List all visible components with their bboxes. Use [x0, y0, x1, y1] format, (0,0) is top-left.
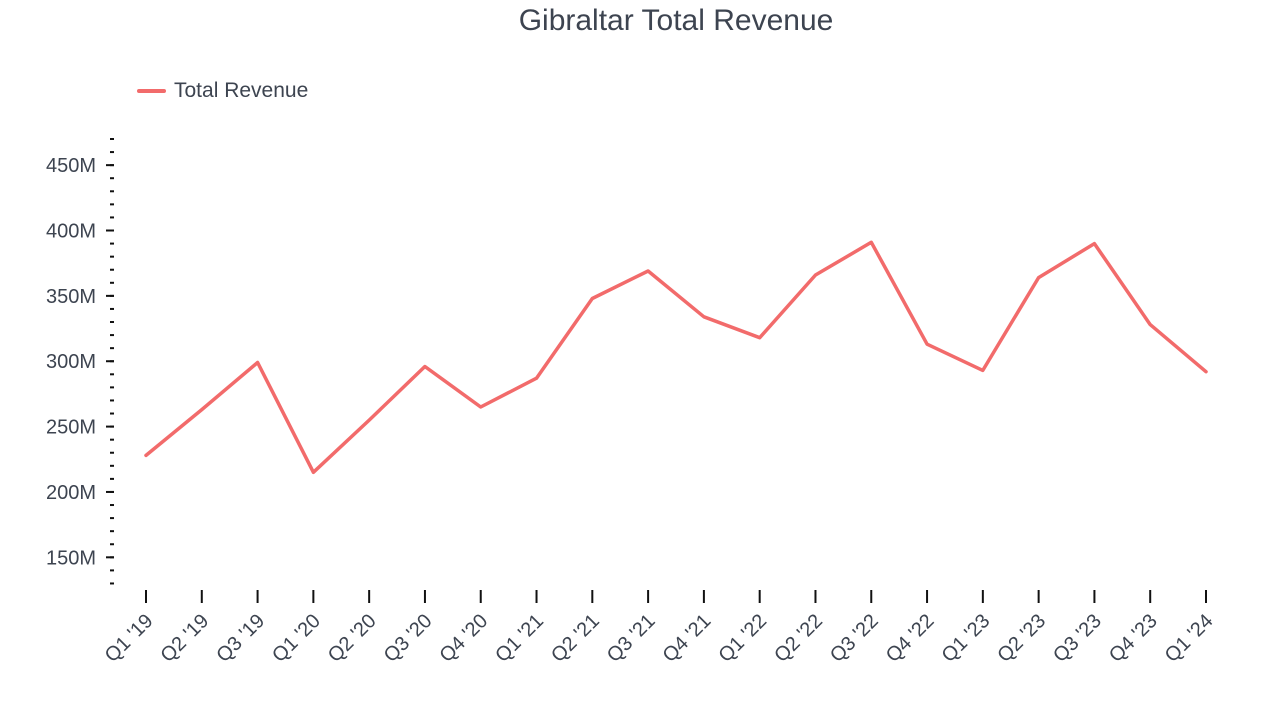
legend: Total Revenue: [137, 79, 308, 103]
x-tick-label: Q4 '23: [1105, 610, 1162, 667]
x-tick-label: Q4 '22: [882, 610, 939, 667]
y-tick-label: 200M: [46, 482, 96, 504]
x-tick-label: Q3 '20: [380, 610, 437, 667]
x-tick-label: Q1 '23: [938, 610, 995, 667]
x-tick-label: Q2 '23: [993, 610, 1050, 667]
x-tick-label: Q2 '19: [157, 610, 214, 667]
x-tick-label: Q1 '24: [1161, 610, 1218, 667]
x-tick-label: Q3 '22: [826, 610, 883, 667]
x-tick-label: Q1 '20: [268, 610, 325, 667]
x-tick-label: Q1 '19: [101, 610, 158, 667]
legend-swatch: [137, 89, 166, 93]
y-tick-label: 400M: [46, 221, 96, 243]
chart-title: Gibraltar Total Revenue: [518, 4, 834, 37]
y-tick-label: 350M: [46, 286, 96, 308]
x-tick-label: Q2 '21: [547, 610, 604, 667]
x-tick-label: Q1 '21: [491, 610, 548, 667]
y-tick-label: 450M: [46, 155, 96, 177]
y-tick-label: 250M: [46, 417, 96, 439]
y-tick-label: 300M: [46, 351, 96, 373]
legend-label: Total Revenue: [174, 79, 309, 102]
x-tick-label: Q3 '21: [603, 610, 660, 667]
x-tick-label: Q2 '20: [324, 610, 381, 667]
x-tick-label: Q4 '20: [435, 610, 492, 667]
x-tick-label: Q2 '22: [770, 610, 827, 667]
series-line-total-revenue: [144, 240, 1208, 475]
x-tick-label: Q3 '23: [1049, 610, 1106, 667]
x-tick-label: Q1 '22: [714, 610, 771, 667]
y-tick-label: 150M: [46, 547, 96, 569]
x-tick-label: Q3 '19: [212, 610, 269, 667]
x-tick-label: Q4 '21: [659, 610, 716, 667]
